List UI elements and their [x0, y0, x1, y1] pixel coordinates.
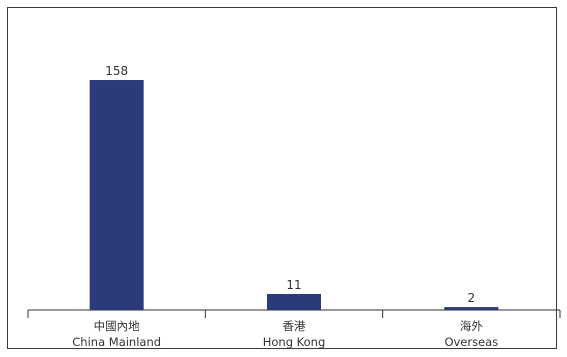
x-tick-label: 海外 [460, 319, 483, 333]
x-tick-label: Hong Kong [263, 335, 326, 349]
data-label: 11 [286, 278, 301, 292]
data-label: 158 [105, 64, 128, 78]
x-tick-label: China Mainland [72, 335, 161, 349]
data-label: 2 [468, 291, 476, 305]
x-tick-label: 中國內地 [94, 319, 140, 333]
bar [89, 80, 144, 311]
bar [267, 293, 321, 310]
bar [444, 307, 499, 310]
x-tick-label: Overseas [444, 335, 498, 349]
x-tick-label: 香港 [283, 319, 306, 333]
